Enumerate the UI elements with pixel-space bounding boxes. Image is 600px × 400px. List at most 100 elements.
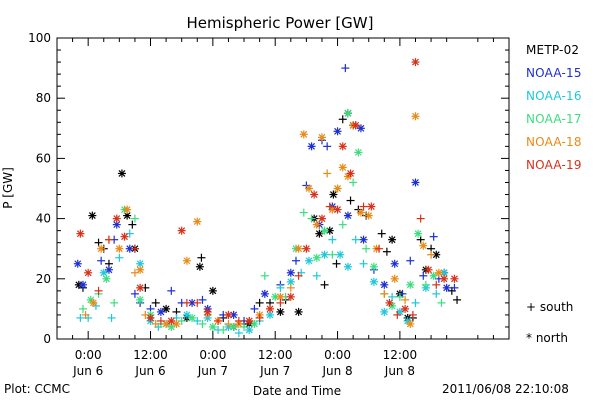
south-marker: + [526,300,537,314]
data-point-noaa-17 [188,313,197,322]
data-point-noaa-16 [351,235,360,244]
marker-stroke-d2 [173,320,180,328]
marker-stroke-d2 [412,179,419,186]
data-point-noaa-15 [125,244,134,253]
data-point-noaa-17 [307,214,316,223]
data-point-metp-02 [197,253,206,262]
data-point-noaa-18 [427,250,436,259]
data-point-noaa-18 [123,205,132,214]
data-point-noaa-19 [393,310,402,319]
data-point-noaa-15 [198,295,207,304]
marker-stroke-d2 [334,127,341,135]
data-point-noaa-15 [250,304,259,313]
data-point-noaa-19 [234,316,243,325]
data-point-noaa-16 [369,277,378,286]
data-point-noaa-15 [359,235,368,244]
data-point-noaa-17 [369,262,378,271]
data-point-noaa-19 [385,298,394,307]
marker-stroke-d2 [370,263,378,271]
data-point-noaa-17 [208,322,217,331]
symbol-key-south: + south [526,300,573,314]
data-point-metp-02 [128,220,137,229]
data-point-noaa-15 [156,307,165,316]
data-point-noaa-18 [333,184,342,193]
data-point-noaa-19 [359,202,368,211]
data-point-noaa-18 [304,184,313,193]
data-point-metp-02 [208,286,217,295]
marker-stroke-d2 [76,230,84,238]
data-point-noaa-16 [380,307,389,316]
data-point-noaa-15 [97,256,106,265]
data-point-noaa-19 [136,283,145,292]
data-point-metp-02 [377,229,386,238]
marker-stroke-d2 [440,269,448,277]
data-point-noaa-15 [343,211,352,220]
data-point-metp-02 [332,259,341,268]
marker-stroke-d2 [147,314,154,322]
data-point-metp-02 [453,295,462,304]
data-point-noaa-18 [401,295,410,304]
data-point-noaa-19 [317,214,326,223]
marker-stroke-d2 [440,275,448,283]
data-point-noaa-17 [320,226,329,235]
data-point-noaa-17 [338,220,347,229]
data-point-noaa-18 [81,310,90,319]
data-point-noaa-19 [182,298,191,307]
marker-stroke-d2 [204,308,212,316]
y-tick-label: 60 [36,151,51,165]
marker-stroke-d2 [183,257,191,265]
marker-stroke-d2 [357,124,365,132]
legend-metp-02-label: METP-02 [526,43,580,57]
marker-stroke-d2 [357,209,365,217]
symbol-key-north: * north [526,331,568,345]
x-axis-label: Date and Time [253,384,341,398]
marker-stroke-d2 [276,308,284,316]
data-point-noaa-16 [411,298,420,307]
data-point-noaa-17 [110,298,119,307]
marker-stroke-d2 [386,299,393,307]
data-point-noaa-19 [325,202,334,211]
data-point-noaa-19 [411,58,420,67]
data-point-noaa-18 [434,268,443,277]
marker-stroke-d2 [230,311,238,319]
data-point-noaa-19 [266,304,275,313]
y-axis-label: P [GW] [1,167,15,209]
data-point-noaa-19 [104,235,113,244]
marker-stroke-d2 [302,245,310,253]
data-point-noaa-19 [94,286,103,295]
marker-stroke-d2 [121,233,128,241]
legend-noaa-16-label: NOAA-16 [526,89,582,103]
data-point-noaa-15 [167,286,176,295]
data-point-noaa-19 [338,142,347,151]
marker-stroke-d2 [105,266,113,274]
data-point-noaa-19 [203,307,212,316]
data-point-noaa-16 [107,313,116,322]
marker-stroke-d2 [113,215,121,223]
data-point-noaa-16 [312,271,321,280]
data-point-noaa-16 [304,256,313,265]
marker-stroke-d2 [401,305,409,313]
data-point-noaa-16 [234,328,243,337]
marker-stroke-d2 [334,185,341,192]
marker-stroke-d2 [287,278,295,286]
data-point-noaa-15 [291,256,300,265]
legend-noaa-18-label: NOAA-18 [526,135,582,149]
x-tick-time-label: 0:00 [199,348,226,362]
marker-stroke-d2 [300,130,308,138]
marker-stroke-d2 [245,326,253,334]
marker-stroke-d2 [162,320,170,328]
marker-stroke-d2 [305,257,313,265]
marker-stroke-d2 [391,275,399,283]
data-point-noaa-19 [302,244,311,253]
marker-stroke-d2 [315,230,323,238]
data-point-noaa-17 [437,298,446,307]
data-point-noaa-15 [333,127,342,136]
marker-stroke-d2 [209,287,217,295]
data-point-noaa-16 [328,235,337,244]
data-point-metp-02 [382,247,391,256]
axes: 0 20 40 60 80 100 0:00 Jun 6 12:00 Jun 6 0:00 Jun 7… [28,31,509,378]
data-point-noaa-15 [323,142,332,151]
marker-stroke-d2 [388,236,396,244]
data-point-noaa-18 [364,211,373,220]
